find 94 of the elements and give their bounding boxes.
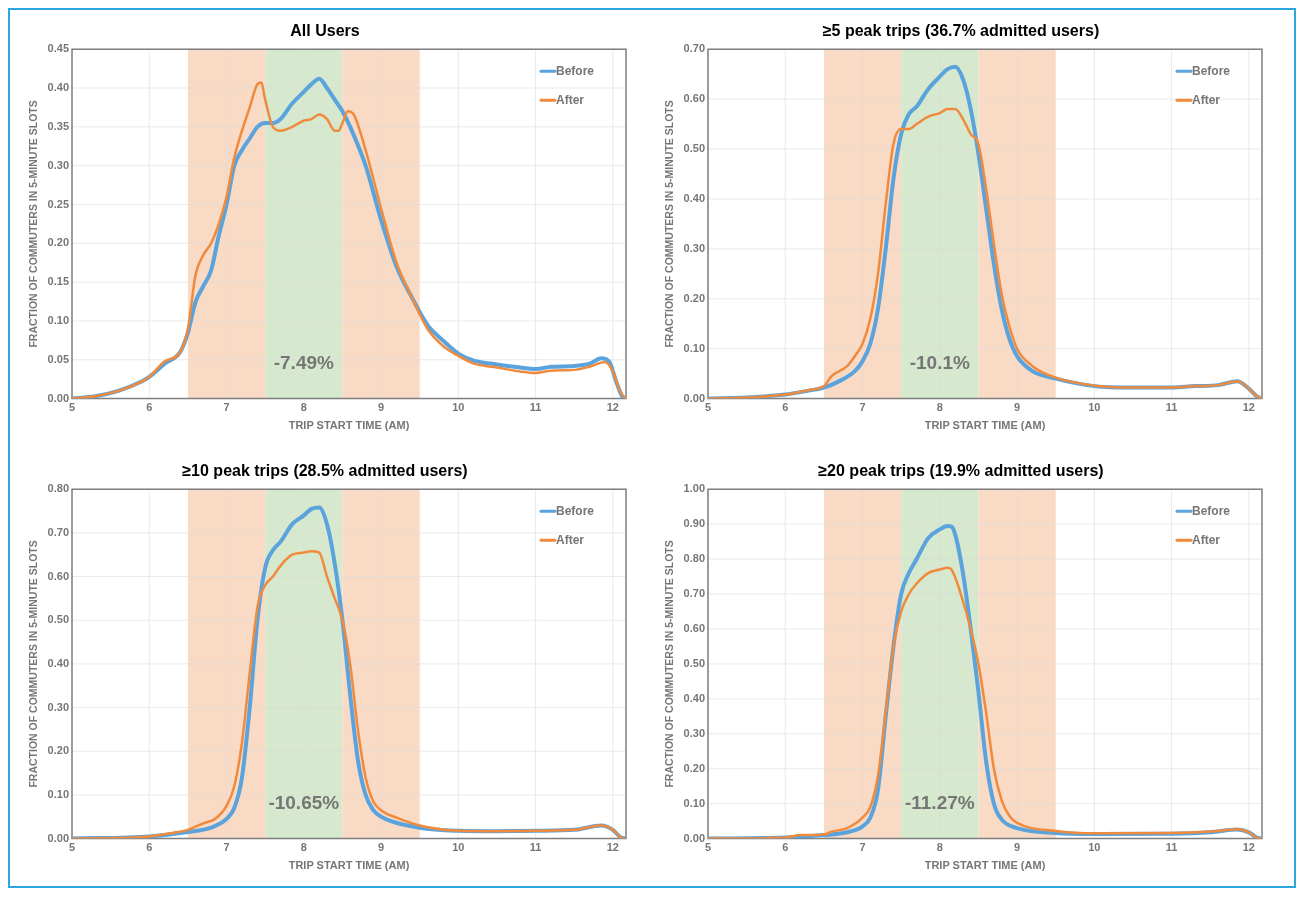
x-tick-label: 12 xyxy=(1242,401,1255,414)
y-tick-label: 0.50 xyxy=(683,656,706,669)
x-tick-label: 7 xyxy=(859,841,866,854)
y-tick-label: 0.70 xyxy=(683,587,706,600)
x-tick-label: 12 xyxy=(606,401,619,414)
y-tick-label: 0.20 xyxy=(47,236,70,249)
x-axis-title: TRIP START TIME (AM) xyxy=(288,859,410,872)
y-tick-label: 0.80 xyxy=(47,482,70,495)
chart-title: ≥10 peak trips (28.5% admitted users) xyxy=(182,462,468,480)
x-axis-title: TRIP START TIME (AM) xyxy=(924,859,1046,872)
x-tick-label: 8 xyxy=(936,401,943,414)
x-tick-label: 11 xyxy=(1165,401,1178,414)
y-tick-label: 0.40 xyxy=(47,81,70,94)
x-tick-label: 12 xyxy=(1242,841,1255,854)
y-tick-label: 0.10 xyxy=(683,341,706,354)
legend-label: Before xyxy=(556,63,595,78)
x-tick-label: 9 xyxy=(1014,401,1021,414)
x-tick-label: 5 xyxy=(68,401,76,414)
y-tick-label: 0.20 xyxy=(683,761,706,774)
annotation: -11.27% xyxy=(904,791,975,813)
x-tick-label: 10 xyxy=(1088,401,1101,414)
x-tick-label: 6 xyxy=(146,841,153,854)
x-tick-label: 10 xyxy=(452,841,465,854)
y-axis-title: FRACTION OF COMMUTERS IN 5-MINUTE SLOTS xyxy=(27,100,40,348)
x-tick-label: 6 xyxy=(782,401,789,414)
y-tick-label: 0.20 xyxy=(47,744,70,757)
x-tick-label: 5 xyxy=(704,841,712,854)
y-tick-label: 0.70 xyxy=(47,525,70,538)
y-tick-label: 0.60 xyxy=(683,92,706,105)
y-tick-label: 0.00 xyxy=(683,831,706,844)
y-axis-title: FRACTION OF COMMUTERS IN 5-MINUTE SLOTS xyxy=(663,100,676,348)
x-tick-label: 7 xyxy=(223,401,230,414)
y-tick-label: 0.30 xyxy=(683,726,706,739)
y-tick-label: 0.30 xyxy=(683,241,706,254)
x-tick-label: 6 xyxy=(782,841,789,854)
x-axis-title: TRIP START TIME (AM) xyxy=(924,419,1046,432)
legend-label: Before xyxy=(556,503,595,518)
y-tick-label: 0.15 xyxy=(47,275,70,288)
y-tick-label: 0.40 xyxy=(683,191,706,204)
y-tick-label: 0.90 xyxy=(683,517,706,530)
y-tick-label: 0.30 xyxy=(47,700,70,713)
x-tick-label: 6 xyxy=(146,401,153,414)
x-tick-label: 9 xyxy=(1014,841,1021,854)
legend-label: Before xyxy=(1192,503,1231,518)
x-tick-label: 11 xyxy=(529,401,542,414)
y-tick-label: 0.20 xyxy=(683,291,706,304)
x-tick-label: 7 xyxy=(223,841,230,854)
x-tick-label: 11 xyxy=(1165,841,1178,854)
x-tick-label: 10 xyxy=(452,401,465,414)
x-tick-label: 7 xyxy=(859,401,866,414)
x-tick-label: 8 xyxy=(936,841,943,854)
y-tick-label: 0.00 xyxy=(47,831,70,844)
y-tick-label: 0.40 xyxy=(683,691,706,704)
y-tick-label: 0.60 xyxy=(683,621,706,634)
x-tick-label: 10 xyxy=(1088,841,1101,854)
annotation: -7.49% xyxy=(273,351,335,373)
chart-title: All Users xyxy=(290,22,360,40)
y-tick-label: 0.40 xyxy=(47,656,70,669)
y-axis-title: FRACTION OF COMMUTERS IN 5-MINUTE SLOTS xyxy=(663,540,676,788)
y-tick-label: 0.70 xyxy=(683,42,706,55)
y-tick-label: 0.45 xyxy=(47,42,70,55)
annotation: -10.1% xyxy=(909,351,971,373)
annotation: -10.65% xyxy=(268,791,340,813)
x-tick-label: 9 xyxy=(378,401,385,414)
y-tick-label: 0.80 xyxy=(683,552,706,565)
x-tick-label: 11 xyxy=(529,841,542,854)
y-axis-title: FRACTION OF COMMUTERS IN 5-MINUTE SLOTS xyxy=(27,540,40,788)
y-tick-label: 0.50 xyxy=(47,613,70,626)
y-tick-label: 0.10 xyxy=(47,313,70,326)
y-tick-label: 0.60 xyxy=(47,569,70,582)
y-tick-label: 0.50 xyxy=(683,142,706,155)
legend-label: After xyxy=(1192,532,1221,547)
x-tick-label: 8 xyxy=(300,401,307,414)
y-tick-label: 0.30 xyxy=(47,158,70,171)
x-tick-label: 5 xyxy=(704,401,712,414)
legend-label: After xyxy=(556,532,585,547)
y-tick-label: 0.10 xyxy=(47,787,70,800)
x-tick-label: 8 xyxy=(300,841,307,854)
y-tick-label: 0.10 xyxy=(683,796,706,809)
y-tick-label: 0.00 xyxy=(683,391,706,404)
chart-title: ≥5 peak trips (36.7% admitted users) xyxy=(822,22,1100,40)
y-tick-label: 0.00 xyxy=(47,391,70,404)
x-axis-title: TRIP START TIME (AM) xyxy=(288,419,410,432)
x-tick-label: 9 xyxy=(378,841,385,854)
legend-label: Before xyxy=(1192,63,1231,78)
y-tick-label: 0.05 xyxy=(47,352,70,365)
y-tick-label: 1.00 xyxy=(683,482,706,495)
chart-title: ≥20 peak trips (19.9% admitted users) xyxy=(818,462,1104,480)
legend-label: After xyxy=(556,92,585,107)
y-tick-label: 0.35 xyxy=(47,119,70,132)
x-tick-label: 12 xyxy=(606,841,619,854)
legend-label: After xyxy=(1192,92,1221,107)
y-tick-label: 0.25 xyxy=(47,197,70,210)
x-tick-label: 5 xyxy=(68,841,76,854)
